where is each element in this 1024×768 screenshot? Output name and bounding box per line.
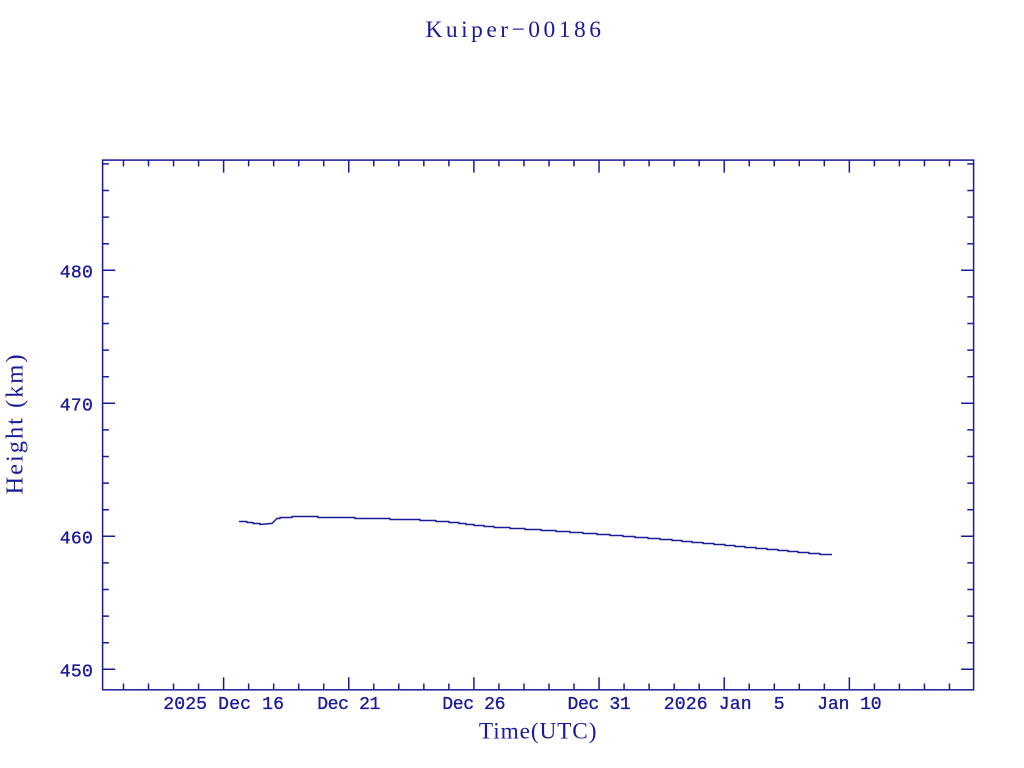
svg-text:Jan 10: Jan 10 [817, 695, 882, 715]
svg-text:470: 470 [60, 396, 93, 416]
svg-text:Height (km): Height (km) [2, 355, 29, 495]
svg-text:2026 Jan 5: 2026 Jan 5 [664, 695, 785, 715]
svg-text:Dec 26: Dec 26 [442, 695, 505, 715]
svg-text:Dec 31: Dec 31 [568, 695, 631, 715]
svg-text:Time(UTC): Time(UTC) [479, 718, 597, 744]
svg-text:450: 450 [60, 662, 93, 682]
svg-text:2025 Dec 16: 2025 Dec 16 [163, 695, 284, 715]
svg-text:480: 480 [60, 263, 93, 283]
svg-text:Dec 21: Dec 21 [317, 695, 380, 715]
svg-text:460: 460 [60, 529, 93, 549]
svg-text:Kuiper−00186: Kuiper−00186 [425, 17, 601, 43]
